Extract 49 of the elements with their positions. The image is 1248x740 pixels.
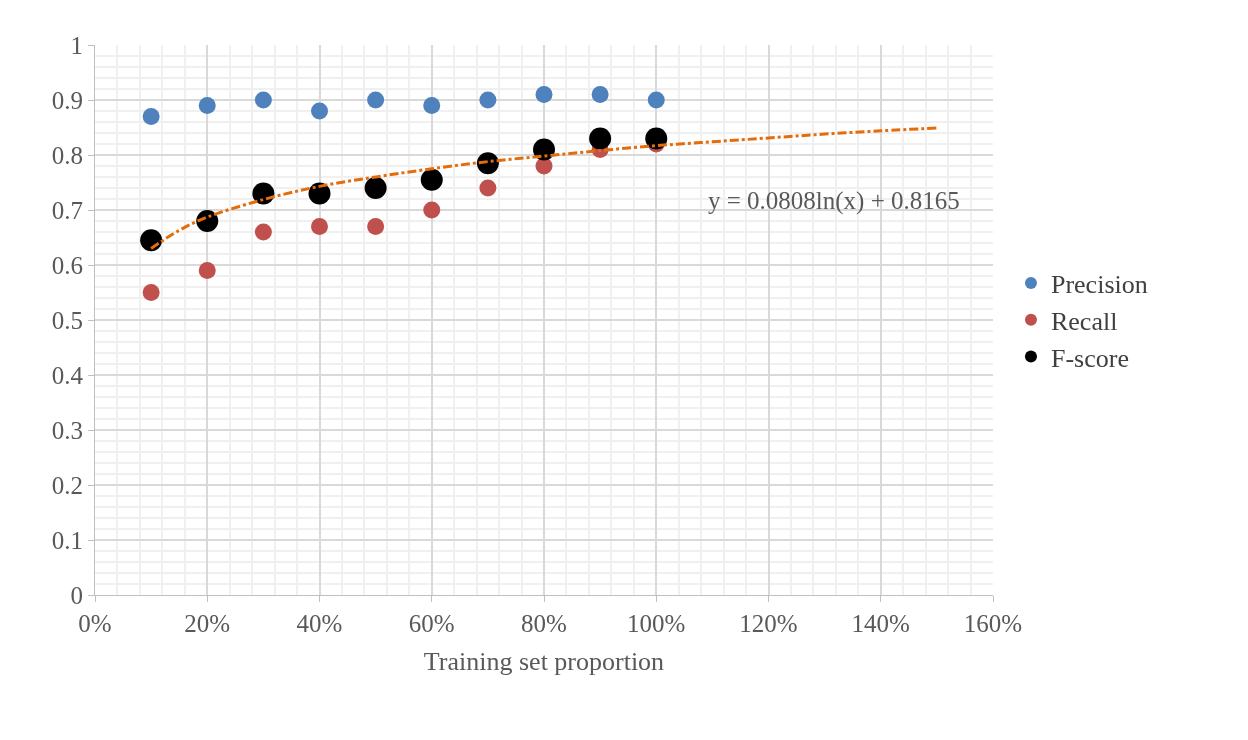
x-tick-label: 160%	[963, 610, 1023, 637]
point	[420, 168, 443, 191]
annotation: y = 0.0808ln(x) + 0.8165	[708, 187, 960, 215]
point	[364, 177, 387, 199]
x-tick-label: 80%	[521, 610, 567, 637]
point	[367, 218, 385, 235]
point	[254, 91, 272, 109]
x-tick-label: 20%	[184, 610, 231, 637]
y-tick-label: 0.1	[51, 526, 83, 554]
y-tick-label: 0.5	[51, 306, 83, 334]
y-tick-label: 1	[70, 31, 83, 59]
legend-label: Precision	[1050, 270, 1148, 300]
point	[479, 179, 497, 197]
y-tick-label: 0.9	[51, 86, 83, 114]
x-tick-label: 120%	[739, 610, 798, 637]
point	[254, 223, 272, 241]
y-tick-label: 0.3	[51, 416, 83, 444]
point	[647, 91, 665, 109]
x-axis-title: Training set proportion	[423, 646, 665, 676]
point	[142, 108, 160, 125]
x-tick-label: 40%	[296, 610, 343, 637]
y-tick-label: 0.2	[51, 471, 83, 499]
y-tick-label: 0.8	[51, 141, 83, 169]
point	[591, 86, 609, 103]
y-tick-label: 0.6	[51, 251, 83, 279]
point	[198, 97, 216, 114]
y-tick-label: 0	[70, 581, 83, 609]
point	[479, 91, 497, 109]
point	[589, 127, 612, 150]
point	[140, 229, 163, 252]
x-tick-label: 140%	[851, 610, 910, 637]
x-tick-label: 0%	[78, 610, 112, 637]
point	[367, 91, 385, 109]
point	[535, 86, 553, 103]
point	[311, 218, 328, 235]
point	[308, 182, 331, 205]
point	[198, 262, 216, 279]
y-tick-label: 0.7	[51, 196, 83, 224]
y-tick-label: 0.4	[51, 361, 84, 389]
point	[533, 138, 555, 161]
legend-label: F-score	[1050, 343, 1129, 373]
point	[142, 284, 160, 301]
point	[645, 127, 668, 150]
legend-label: Recall	[1050, 306, 1118, 336]
point	[311, 102, 328, 120]
x-tick-label: 60%	[408, 610, 455, 637]
point	[423, 97, 441, 114]
x-tick-label: 100%	[627, 610, 686, 637]
point	[423, 201, 441, 219]
